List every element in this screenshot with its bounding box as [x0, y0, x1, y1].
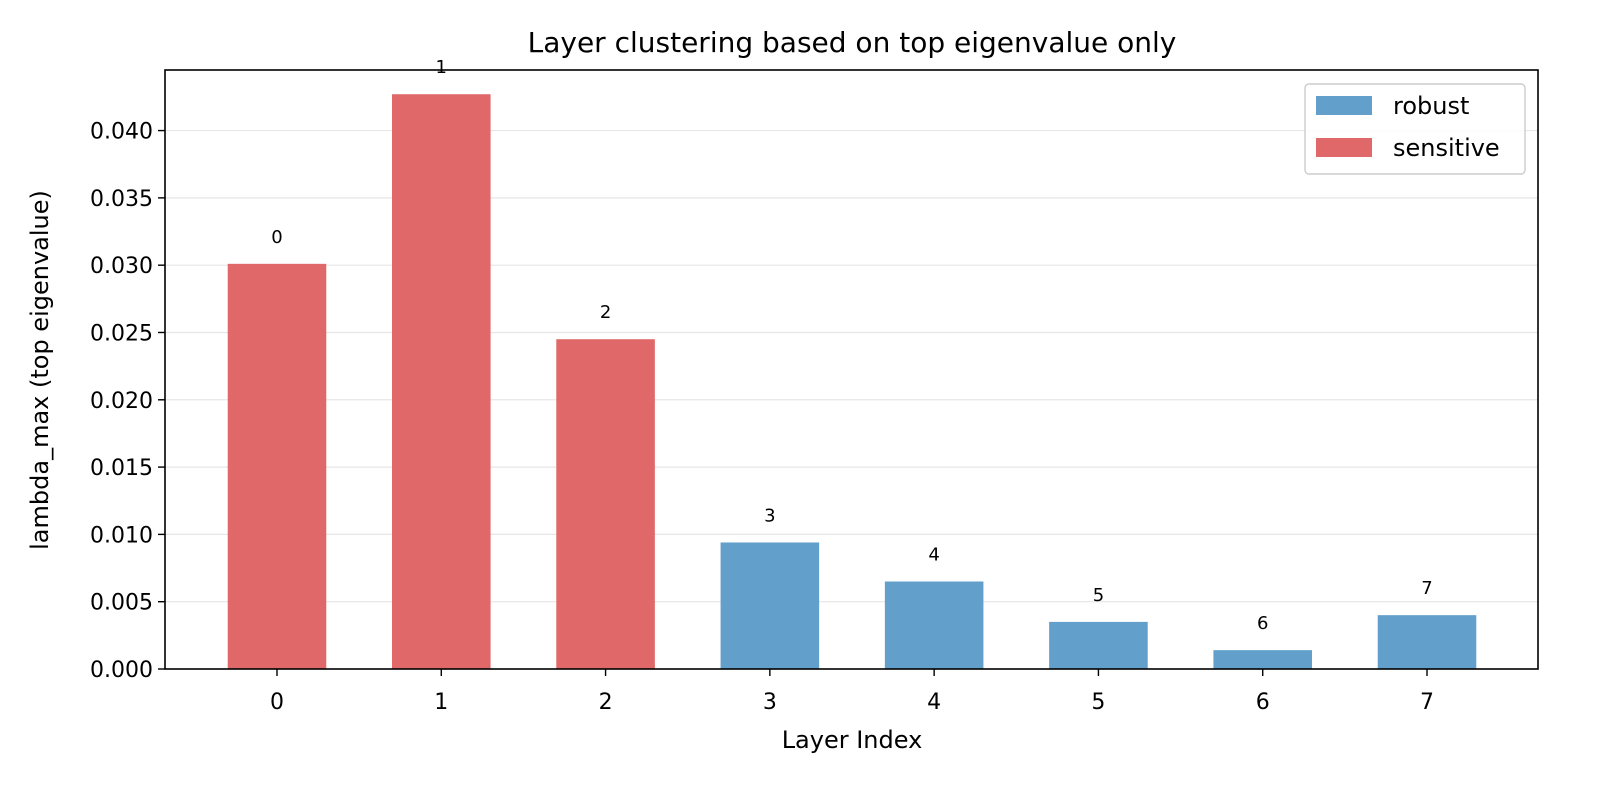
legend-label-robust: robust [1393, 92, 1469, 120]
x-axis-label: Layer Index [782, 726, 923, 754]
x-tick-label: 7 [1420, 690, 1434, 715]
bar-layer-2 [556, 339, 655, 669]
legend-label-sensitive: sensitive [1393, 134, 1500, 162]
bar-value-label: 0 [271, 227, 282, 248]
bar-layer-1 [392, 94, 491, 670]
x-tick-label: 4 [927, 690, 941, 715]
legend: robust sensitive [1304, 83, 1526, 175]
y-tick-label: 0.020 [90, 389, 153, 414]
bar-value-label: 3 [764, 505, 775, 526]
bar-layer-7 [1377, 615, 1477, 669]
bar-labels: 0 1 2 3 4 5 6 7 [271, 57, 1432, 634]
x-tick-label: 1 [434, 690, 448, 715]
x-axis: 0 1 2 3 4 5 6 7 [270, 669, 1434, 715]
bar-layer-4 [884, 581, 984, 669]
y-tick-label: 0.040 [90, 120, 153, 145]
y-tick-label: 0.025 [90, 321, 153, 346]
chart-title: Layer clustering based on top eigenvalue… [528, 26, 1177, 59]
bar-layer-6 [1213, 650, 1312, 669]
bar-value-label: 5 [1093, 585, 1104, 606]
bar-layer-3 [720, 542, 820, 669]
bar-layer-5 [1049, 621, 1148, 669]
y-tick-label: 0.005 [90, 591, 153, 616]
plot-frame [164, 69, 1539, 670]
y-tick-label: 0.010 [90, 523, 153, 548]
legend-swatch-sensitive [1316, 138, 1372, 157]
y-axis-label: lambda_max (top eigenvalue) [26, 190, 54, 550]
x-tick-label: 2 [599, 690, 613, 715]
bar-value-label: 4 [928, 545, 939, 566]
y-tick-label: 0.035 [90, 187, 153, 212]
grid-lines [165, 129, 1538, 603]
x-tick-label: 3 [763, 690, 777, 715]
bar-value-label: 6 [1257, 613, 1268, 634]
bars [227, 94, 1477, 670]
y-tick-label: 0.030 [90, 254, 153, 279]
y-axis: 0.000 0.005 0.010 0.015 0.020 0.025 0.030 0.035… [90, 120, 165, 683]
y-tick-label: 0.015 [90, 456, 153, 481]
legend-swatch-robust [1316, 96, 1372, 115]
x-tick-label: 0 [270, 690, 284, 715]
bar-value-label: 7 [1421, 578, 1432, 599]
bar-layer-0 [227, 263, 327, 669]
bar-value-label: 1 [436, 57, 447, 78]
y-tick-label: 0.000 [90, 658, 153, 683]
x-tick-label: 5 [1091, 690, 1105, 715]
bar-value-label: 2 [600, 302, 611, 323]
x-tick-label: 6 [1256, 690, 1270, 715]
